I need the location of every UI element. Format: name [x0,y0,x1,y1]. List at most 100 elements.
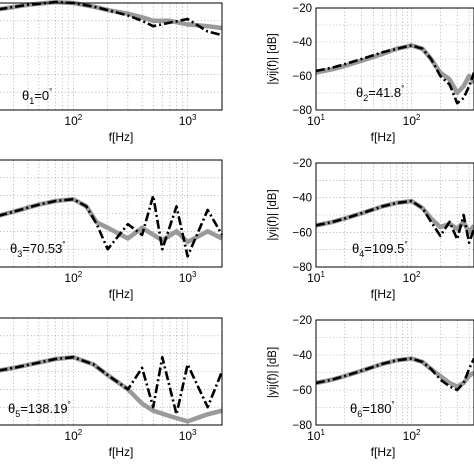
model-line [0,0,223,37]
measured-line [315,198,474,235]
panel-label: θ6=180° [350,400,395,419]
panel-label: θ3=70.53° [10,240,66,259]
x-tick-base: 10 [64,271,78,285]
x-tick-base: 10 [179,271,193,285]
x-tick-label: 102 [403,270,421,285]
panel-label-theta: θ [350,401,357,416]
x-tick-base: 10 [307,114,321,128]
subplot-4: θ4=109.5°101 102f[Hz]−20−40−60−80|yij(f)|… [267,158,474,301]
x-tick-exp: 3 [192,428,197,437]
x-axis-label: f[Hz] [371,445,396,459]
panel-label-value: =138.19 [20,401,67,416]
x-tick-label: 102 [64,113,82,128]
x-tick-label: 102 [403,428,421,443]
panel-label-theta: θ [352,241,359,256]
panel-label: θ4=109.5° [352,240,408,259]
panel-label-theta: θ [10,241,17,256]
panel-label-value: =70.53 [22,241,62,256]
panel-label: θ5=138.19° [8,400,71,419]
x-tick-label: 102 [403,113,421,128]
grid [0,160,222,267]
x-tick-base: 10 [403,271,417,285]
model-line [315,199,474,244]
x-tick-exp: 2 [416,428,421,437]
x-tick-label: 102 [64,270,82,285]
axes-frame [0,159,223,268]
x-tick-base: 10 [403,429,417,443]
panel-label: θ1=0° [22,87,52,106]
x-axis-label: f[Hz] [109,287,134,301]
panel-label-sub: 5 [15,409,20,419]
axes-frame [0,2,223,111]
panel-label-sub: 3 [17,249,22,259]
panel-label-degree: ° [401,84,404,93]
x-tick-label: 101 [307,113,325,128]
y-axis-label: |yij(f)| [dB] [267,189,279,240]
x-tick-exp: 2 [416,113,421,122]
panel-label: θ2=41.8° [356,84,404,103]
panel-label-value: =109.5 [364,241,404,256]
panel-label-degree: ° [49,87,52,96]
panel-label-sub: 4 [359,249,364,259]
x-tick-base: 10 [179,114,193,128]
model-line [315,357,474,392]
x-tick-base: 10 [307,271,321,285]
x-tick-label: 101 [307,428,325,443]
x-tick-exp: 3 [192,270,197,279]
y-tick-label: −60 [292,71,312,83]
axes-frame [315,319,474,426]
panel-label-sub: 6 [357,409,362,419]
x-tick-base: 10 [64,114,78,128]
x-tick-exp: 2 [416,270,421,279]
panel-label-degree: ° [62,240,65,249]
grid [0,318,222,425]
panel-label-degree: ° [392,400,395,409]
y-tick-label: −40 [292,193,312,205]
panel-label-degree: ° [68,400,71,409]
y-tick-label: −20 [292,315,312,327]
panel-label-sub: 2 [363,93,368,103]
x-tick-label: 101 [307,270,325,285]
x-axis-label: f[Hz] [109,445,134,459]
y-axis-label: |yij(f)| [dB] [267,33,279,84]
panel-label-value: =41.8 [368,85,401,100]
subplot-5: θ5=138.19°101102103f[Hz] [0,317,224,459]
subplot-3: θ3=70.53°101102103f[Hz] [0,159,224,301]
y-tick-label: −40 [292,350,312,362]
y-tick-label: −80 [292,105,312,117]
panel-label-degree: ° [404,240,407,249]
x-tick-exp: 1 [320,113,325,122]
y-axis-label: |yij(f)| [dB] [267,347,279,398]
x-tick-exp: 1 [320,270,325,279]
grid [316,8,474,110]
panel-label-theta: θ [22,88,29,103]
x-tick-label: 103 [179,270,197,285]
x-tick-base: 10 [403,114,417,128]
x-tick-base: 10 [179,429,193,443]
panel-label-value: =180 [362,401,391,416]
y-tick-label: −60 [292,227,312,239]
axes-frame [315,7,474,111]
y-tick-label: −20 [292,3,312,15]
x-axis-label: f[Hz] [371,287,396,301]
x-tick-exp: 3 [192,113,197,122]
axes-frame [315,162,474,268]
model-line [0,355,224,416]
x-tick-label: 103 [179,428,197,443]
model-line [0,194,224,258]
y-tick-label: −80 [292,262,312,274]
measured-line [0,0,223,31]
x-axis-label: f[Hz] [109,130,134,144]
axes-frame [0,317,223,426]
x-tick-label: 102 [64,428,82,443]
panel-label-value: =0 [34,88,49,103]
panel-label-theta: θ [8,401,15,416]
panel-label-sub: 1 [29,96,34,106]
subplot-2: θ2=41.8°101 102f[Hz]−20−40−60−80|yij(f)| … [267,3,474,144]
x-tick-exp: 2 [78,270,83,279]
grid [316,320,474,425]
x-axis-label: f[Hz] [371,130,396,144]
model-line [315,44,474,105]
